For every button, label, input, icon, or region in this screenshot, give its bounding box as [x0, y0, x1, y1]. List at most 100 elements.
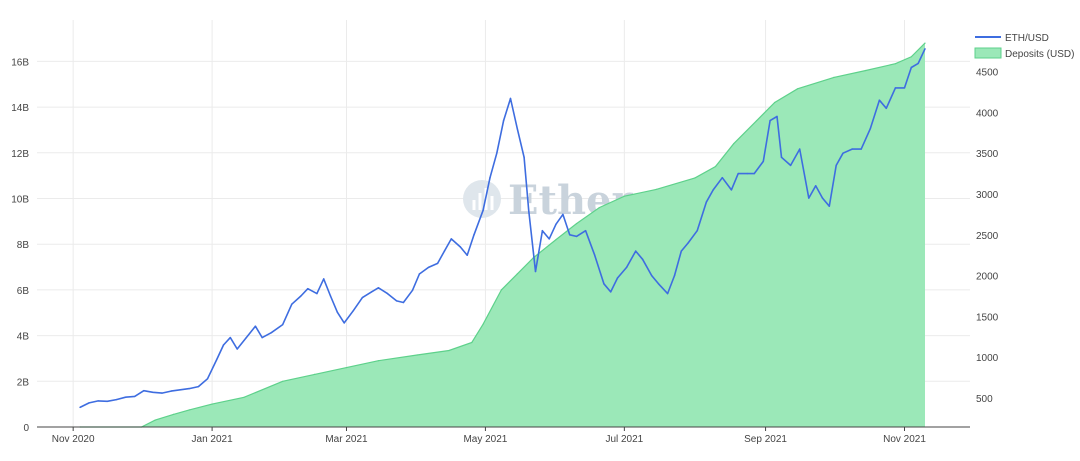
eth-usd-point — [216, 358, 218, 361]
deposits-point — [894, 63, 897, 65]
eth-usd-point — [534, 270, 537, 273]
eth-usd-point — [666, 292, 669, 295]
eth-usd-point — [721, 177, 723, 179]
left-axis-ticks: 0 2B 4B 6B 8B 10B 12B 14B 16B — [11, 57, 29, 434]
eth-usd-point — [143, 390, 145, 392]
x-tick-label: May 2021 — [463, 434, 507, 445]
eth-usd-point — [361, 296, 364, 299]
eth-usd-point — [842, 152, 844, 154]
eth-usd-point — [769, 119, 771, 122]
eth-usd-point — [737, 172, 739, 175]
deposits-point — [377, 360, 379, 362]
eth-usd-point — [815, 185, 817, 187]
deposits-point — [623, 195, 626, 197]
eth-usd-point — [924, 48, 926, 50]
eth-usd-point — [370, 291, 373, 293]
right-tick-label: 1500 — [976, 312, 999, 323]
x-tick-label: Sep 2021 — [744, 434, 787, 445]
eth-usd-point — [343, 322, 345, 324]
right-tick-label: 2500 — [976, 231, 999, 242]
deposits-point — [555, 239, 557, 241]
eth-usd-point — [641, 258, 644, 260]
eth-usd-point — [730, 189, 733, 191]
eth-usd-point — [316, 292, 318, 295]
eth-usd-point — [885, 107, 887, 110]
eth-usd-point — [300, 295, 302, 297]
eth-usd-point — [206, 378, 209, 380]
eth-usd-point — [254, 325, 257, 327]
eth-usd-point — [780, 156, 783, 158]
eth-usd-point — [418, 273, 421, 275]
eth-usd-point — [753, 172, 755, 175]
eth-usd-point — [395, 300, 398, 302]
deposits-area-edge — [80, 42, 926, 428]
deposits-point — [910, 56, 912, 58]
deposits-point — [733, 143, 735, 145]
eth-usd-point — [466, 254, 468, 256]
deposits-point — [796, 88, 799, 90]
deposits-point — [924, 42, 926, 44]
x-tick-label: Nov 2021 — [883, 434, 926, 445]
eth-usd-point — [473, 234, 475, 236]
legend-label-eth-usd: ETH/USD — [1005, 33, 1049, 44]
eth-usd-point — [569, 234, 571, 236]
deposits-point — [575, 223, 578, 225]
eth-usd-point — [307, 288, 309, 290]
eth-usd-point — [584, 230, 587, 232]
deposits-point — [188, 409, 190, 411]
eth-usd-point — [528, 209, 530, 211]
eth-usd-point — [903, 87, 906, 89]
eth-usd-point — [616, 277, 619, 279]
left-tick-label: 8B — [17, 240, 30, 251]
eth-usd-point — [828, 205, 830, 207]
deposits-point — [154, 419, 156, 421]
eth-usd-point — [261, 336, 263, 339]
deposits-point — [516, 273, 518, 275]
eth-usd-point — [776, 115, 778, 118]
eth-usd-point — [808, 197, 810, 199]
eth-usd-point — [894, 87, 897, 89]
eth-usd-point — [323, 278, 325, 280]
eth-usd-point — [746, 172, 748, 175]
deposits-point — [282, 380, 284, 382]
eth-usd-point — [625, 266, 628, 269]
eth-usd-point — [496, 152, 498, 154]
deposits-point — [655, 188, 657, 190]
legend-item-eth-usd[interactable]: ETH/USD — [975, 33, 1049, 44]
eth-usd-point — [170, 390, 172, 392]
eth-usd-point — [402, 301, 405, 304]
right-axis-ticks: 500 1000 1500 2000 2500 3000 3500 4000 4500 — [976, 68, 999, 405]
left-tick-label: 14B — [11, 103, 29, 114]
eth-usd-point — [610, 291, 612, 293]
eth-usd-point — [115, 398, 118, 401]
eth-usd-point — [97, 400, 99, 402]
eth-usd-point — [222, 344, 225, 346]
eth-usd-point — [516, 128, 518, 130]
right-tick-label: 4000 — [976, 108, 999, 119]
eth-usd-point — [88, 402, 90, 404]
eth-usd-point — [917, 62, 919, 65]
legend-swatch-deposits — [974, 47, 1002, 59]
deposits-point — [500, 289, 502, 291]
deposits-point — [833, 76, 835, 78]
eth-usd-point — [459, 246, 462, 248]
eth-usd-point — [329, 295, 332, 297]
right-tick-label: 500 — [976, 394, 993, 405]
left-tick-label: 6B — [17, 286, 30, 297]
eth-usd-point — [594, 254, 596, 256]
eth-usd-point — [352, 310, 354, 312]
deposits-point — [172, 413, 174, 415]
eth-usd-point — [523, 156, 525, 158]
x-axis-ticks: Nov 2020 Jan 2021 Mar 2021 May 2021 Jul 2021… — [52, 427, 926, 445]
eth-usd-point — [762, 160, 764, 163]
eth-usd-point — [509, 97, 512, 100]
eth-usd-point — [489, 177, 491, 179]
right-tick-label: 3500 — [976, 149, 999, 160]
eth-usd-point — [651, 274, 653, 277]
eth-usd-point — [851, 148, 853, 150]
legend-item-deposits[interactable]: Deposits (USD) — [974, 47, 1074, 60]
eth-usd-point — [245, 336, 247, 339]
left-tick-label: 0 — [23, 423, 29, 434]
